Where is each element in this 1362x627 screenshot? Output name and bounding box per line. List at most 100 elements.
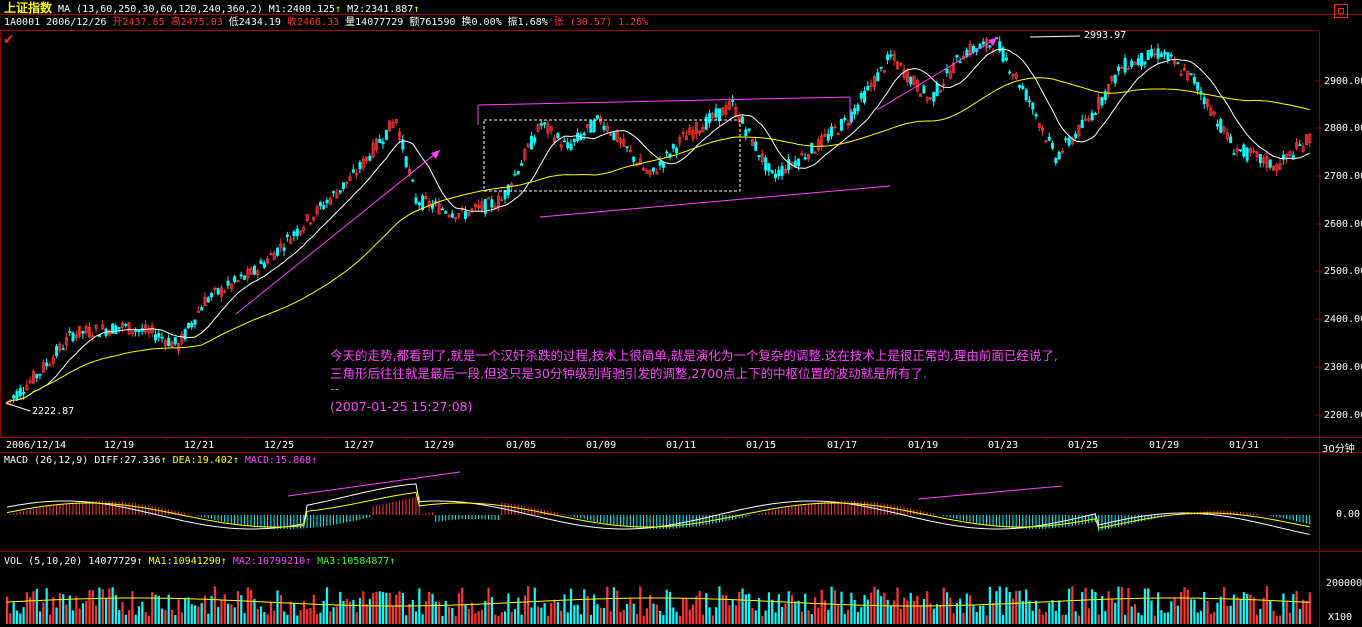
volume-bar [893, 600, 896, 624]
candle-body [318, 202, 322, 207]
volume-bar [104, 597, 108, 624]
candle-body [1248, 148, 1252, 153]
candle-body [1054, 158, 1058, 164]
macd-zero-tick: 0.00 [1336, 509, 1361, 520]
volume-bar [959, 598, 962, 624]
candle-body [675, 147, 679, 154]
volume-bar [217, 606, 220, 624]
candle-body [750, 138, 754, 146]
volume-bar [1242, 592, 1245, 624]
volume-bar [1265, 586, 1269, 624]
x-tick: 01/25 [1068, 440, 1099, 451]
vol-tick: 200000 [1326, 578, 1362, 589]
bar-date: 2006/12/26 [46, 17, 107, 28]
volume-bar [164, 609, 167, 624]
volume-bar [649, 594, 652, 624]
vol-ma2: MA2:10799210 [232, 556, 306, 567]
candle-body [450, 213, 454, 218]
volume-bar [787, 591, 790, 624]
volume-bar [1048, 602, 1051, 624]
volume-bar [728, 605, 731, 624]
candle-body [236, 280, 240, 282]
volume-bar [319, 612, 322, 624]
candle-body [605, 125, 609, 131]
volume-bar [1081, 591, 1084, 624]
volume-bar [22, 607, 25, 624]
candle-body [1014, 73, 1018, 79]
candle-body [612, 132, 616, 140]
candle-body [490, 199, 494, 208]
volume-bar [1166, 612, 1170, 624]
volume-bar [365, 604, 368, 624]
candle-body [1166, 52, 1170, 60]
period-selector[interactable]: 30分钟 [1322, 444, 1355, 455]
candle-body [816, 139, 820, 150]
volume-bar [744, 594, 747, 624]
up-arrow-icon: ↑ [335, 4, 342, 15]
candle-body [272, 252, 276, 261]
candle-body [424, 196, 428, 200]
volume-bar [629, 597, 632, 624]
volume-bar [622, 609, 625, 624]
candle-body [173, 337, 177, 345]
volume-bar [81, 603, 85, 624]
candle-body [48, 364, 52, 367]
volume-bar [922, 599, 926, 624]
high-price-leader [1029, 35, 1081, 38]
volume-bar [916, 595, 919, 624]
volume-bar [134, 614, 137, 624]
volume-bar [860, 607, 863, 624]
candle-body [1229, 136, 1233, 143]
candle-body [830, 126, 834, 137]
volume-bar [790, 595, 794, 624]
volume-bar [161, 608, 164, 624]
volume-bar [1189, 599, 1193, 624]
volume-bar [1143, 588, 1147, 624]
candle-body [1027, 100, 1031, 103]
candle-body [394, 119, 398, 124]
volume-bar [794, 601, 797, 624]
volume-bar [1058, 600, 1061, 624]
volume-bar [388, 592, 391, 624]
volume-bar [724, 595, 728, 624]
candle-body [566, 142, 570, 149]
candle-body [384, 129, 388, 140]
volume-bar [1282, 593, 1285, 624]
volume-bar [207, 613, 210, 624]
candle-body [467, 212, 471, 217]
candle-body [1120, 66, 1124, 69]
arrow-head-icon [431, 150, 440, 159]
volume-bar [424, 601, 428, 624]
candle-body [312, 216, 316, 221]
volume-bar [985, 615, 988, 624]
turnover-value: 换0.00% [461, 17, 502, 28]
volume-bar [579, 614, 583, 624]
volume-bar [431, 593, 434, 624]
candle-body [483, 198, 487, 214]
window-toggle-icon[interactable] [1334, 4, 1348, 18]
candle-body [157, 333, 161, 338]
candle-body [734, 106, 738, 118]
low-price-label: 2222.87 [32, 406, 75, 417]
volume-bar [184, 597, 187, 624]
candle-body [1084, 118, 1088, 121]
volume-bar [151, 591, 154, 624]
volume-bar [800, 611, 804, 624]
candle-body [361, 158, 365, 169]
consolidation-box [483, 119, 741, 192]
volume-bar [289, 601, 292, 624]
volume-bar [945, 592, 949, 624]
y-tick-2200: 2200.00 [1324, 410, 1362, 421]
candle-body [876, 72, 880, 82]
volume-bar [29, 597, 32, 624]
candle-body [262, 262, 266, 268]
candle-body [127, 322, 131, 335]
candle-body [1110, 75, 1114, 82]
macd-params: MACD (26,12,9) [4, 455, 89, 466]
candle-body [826, 133, 830, 141]
volume-bar [480, 609, 484, 624]
volume-bar [187, 597, 190, 624]
candle-body [91, 335, 95, 339]
checkmark-icon[interactable]: ✔ [3, 32, 15, 48]
